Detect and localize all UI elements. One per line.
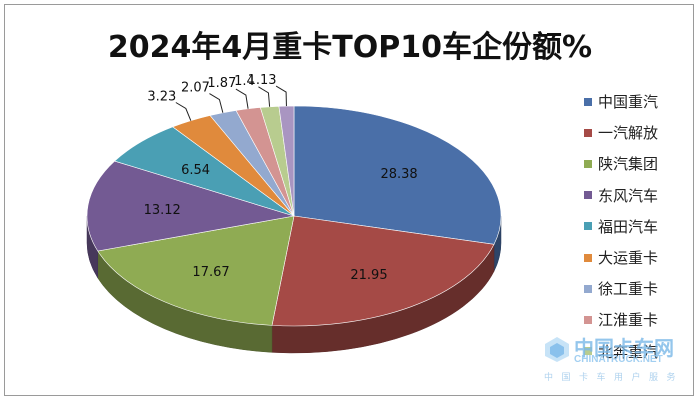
leader-line-徐工重卡 [209, 94, 222, 113]
legend-label: 徐工重卡 [598, 278, 658, 299]
legend-swatch [584, 160, 592, 168]
legend-swatch [584, 129, 592, 137]
data-label-中国重汽: 28.38 [380, 167, 417, 182]
leader-line-江淮重卡 [236, 89, 248, 109]
legend-label: 东风汽车 [598, 185, 658, 206]
legend-label: 江淮重卡 [598, 309, 658, 330]
legend-label: 陕汽集团 [598, 153, 658, 174]
legend-label: 福田汽车 [598, 216, 658, 237]
leader-line-北奔重汽 [258, 87, 269, 107]
legend-item-徐工重卡: 徐工重卡 [584, 273, 658, 304]
watermark: 中国卡车网 CHINATRUCK.NET 中 国 卡 车 用 户 服 务 [538, 330, 688, 386]
watermark-sub-text: 中 国 卡 车 用 户 服 务 [544, 370, 679, 383]
legend-swatch [584, 222, 592, 230]
legend-label: 一汽解放 [598, 122, 658, 143]
leader-line-other [276, 86, 286, 106]
watermark-english-text: CHINATRUCK.NET [574, 354, 663, 365]
data-label-福田汽车: 6.54 [181, 163, 210, 178]
legend-item-陕汽集团: 陕汽集团 [584, 148, 658, 179]
data-label-陕汽集团: 17.67 [192, 265, 229, 280]
legend-swatch [584, 316, 592, 324]
legend-item-中国重汽: 中国重汽 [584, 86, 658, 117]
legend-swatch [584, 254, 592, 262]
legend-label: 大运重卡 [598, 247, 658, 268]
data-label-大运重卡: 3.23 [147, 89, 176, 104]
legend-item-福田汽车: 福田汽车 [584, 211, 658, 242]
legend-item-一汽解放: 一汽解放 [584, 117, 658, 148]
legend-swatch [584, 191, 592, 199]
chart-legend: 中国重汽 一汽解放 陕汽集团 东风汽车 福田汽车 大运重卡 徐工重卡 江淮重卡 北奔重汽 [584, 86, 658, 367]
legend-swatch [584, 98, 592, 106]
data-label-徐工重卡: 2.07 [181, 81, 210, 96]
data-label-一汽解放: 21.95 [350, 268, 387, 283]
data-label-东风汽车: 13.12 [144, 203, 181, 218]
data-label-other: 1.13 [248, 73, 277, 88]
legend-item-大运重卡: 大运重卡 [584, 242, 658, 273]
legend-label: 中国重汽 [598, 91, 658, 112]
legend-swatch [584, 285, 592, 293]
watermark-logo-icon [542, 334, 572, 364]
legend-item-东风汽车: 东风汽车 [584, 180, 658, 211]
data-label-江淮重卡: 1.87 [207, 76, 236, 91]
leader-line-大运重卡 [176, 102, 191, 120]
